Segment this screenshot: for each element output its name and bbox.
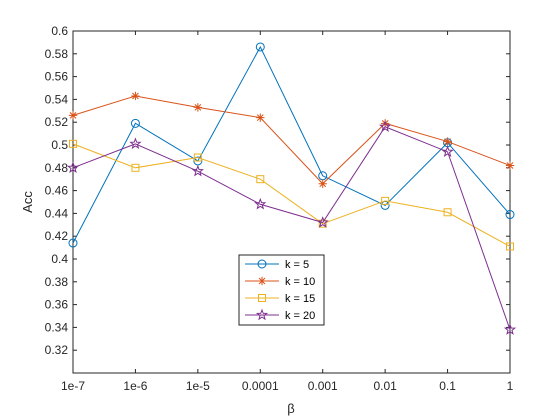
x-tick-label: 0.01 (373, 379, 397, 393)
data-point (506, 242, 514, 251)
data-point (380, 200, 390, 210)
data-point (130, 118, 140, 128)
y-axis-label: Acc (20, 191, 35, 213)
x-tick-label: 1e-5 (186, 379, 210, 393)
data-point (193, 103, 203, 112)
legend-marker (258, 294, 266, 302)
y-tick-label: 0.46 (45, 184, 69, 198)
y-tick-label: 0.34 (45, 320, 69, 334)
data-point (131, 163, 140, 172)
data-point (381, 196, 390, 205)
data-point (256, 175, 265, 184)
legend-box (238, 254, 325, 326)
legend: k = 5 k = 10 k = 15 k = 20 (238, 254, 325, 326)
y-tick-label: 0.36 (45, 298, 69, 312)
data-point (69, 139, 77, 148)
data-point (254, 197, 267, 210)
data-point (193, 153, 202, 162)
data-point (380, 119, 390, 128)
legend-entry: k = 5 (245, 259, 309, 271)
data-point (316, 216, 329, 228)
series-line (72, 126, 511, 330)
data-point (443, 208, 452, 217)
legend-label: k = 15 (285, 293, 315, 305)
legend-marker (257, 276, 267, 286)
data-point (68, 111, 78, 120)
series-line (72, 45, 511, 244)
y-tick-label: 0.58 (45, 47, 69, 61)
data-point (66, 161, 80, 174)
y-tick-label: 0.32 (45, 343, 69, 357)
y-tick-label: 0.4 (51, 252, 68, 266)
data-point (505, 210, 515, 220)
x-tick-label: 1e-7 (61, 379, 85, 393)
y-axis: 0.32 0.34 0.36 0.38 0.4 0.42 0.44 0.46 0.48 0.5 0.… (45, 24, 510, 357)
y-tick-label: 0.54 (45, 92, 69, 106)
x-tick-label: 0.1 (439, 379, 456, 393)
y-tick-label: 0.48 (45, 161, 69, 175)
y-tick-label: 0.6 (51, 24, 68, 38)
data-point (318, 219, 327, 228)
data-point (505, 161, 515, 170)
y-tick-label: 0.52 (45, 115, 69, 129)
x-axis-label: β (287, 401, 294, 416)
data-point (256, 113, 265, 122)
data-point (255, 42, 265, 52)
data-point (191, 164, 204, 177)
y-tick-label: 0.42 (45, 229, 69, 243)
y-tick-label: 0.38 (45, 275, 69, 289)
y-tick-label: 0.5 (51, 138, 68, 152)
series-4 (66, 120, 517, 335)
data-point (503, 323, 517, 335)
data-point (318, 179, 327, 188)
legend-entry: k = 10 (245, 276, 315, 288)
series-line (72, 95, 511, 185)
data-point (443, 137, 452, 146)
x-tick-label: 1 (507, 379, 514, 393)
x-axis: 1e-7 1e-6 1e-5 0.0001 0.001 0.01 0.1 1 (61, 31, 514, 393)
x-tick-label: 0.001 (308, 379, 338, 393)
data-point (379, 120, 392, 132)
series-3 (69, 139, 514, 251)
data-point (441, 145, 454, 158)
legend-label: k = 5 (285, 259, 309, 271)
legend-marker (255, 308, 269, 321)
x-tick-label: 1e-6 (123, 379, 147, 393)
series-2 (68, 91, 515, 188)
legend-marker (257, 259, 267, 269)
legend-label: k = 20 (285, 310, 315, 322)
legend-entry: k = 20 (245, 308, 315, 322)
data-point (68, 238, 78, 248)
legend-entry: k = 15 (245, 293, 315, 305)
data-point (129, 137, 142, 150)
y-tick-label: 0.56 (45, 70, 69, 84)
legend-label: k = 10 (285, 276, 315, 288)
y-tick-label: 0.44 (45, 206, 69, 220)
series-line (72, 143, 511, 247)
data-point (131, 91, 140, 101)
series-lines (66, 42, 517, 335)
x-tick-label: 0.0001 (242, 379, 279, 393)
